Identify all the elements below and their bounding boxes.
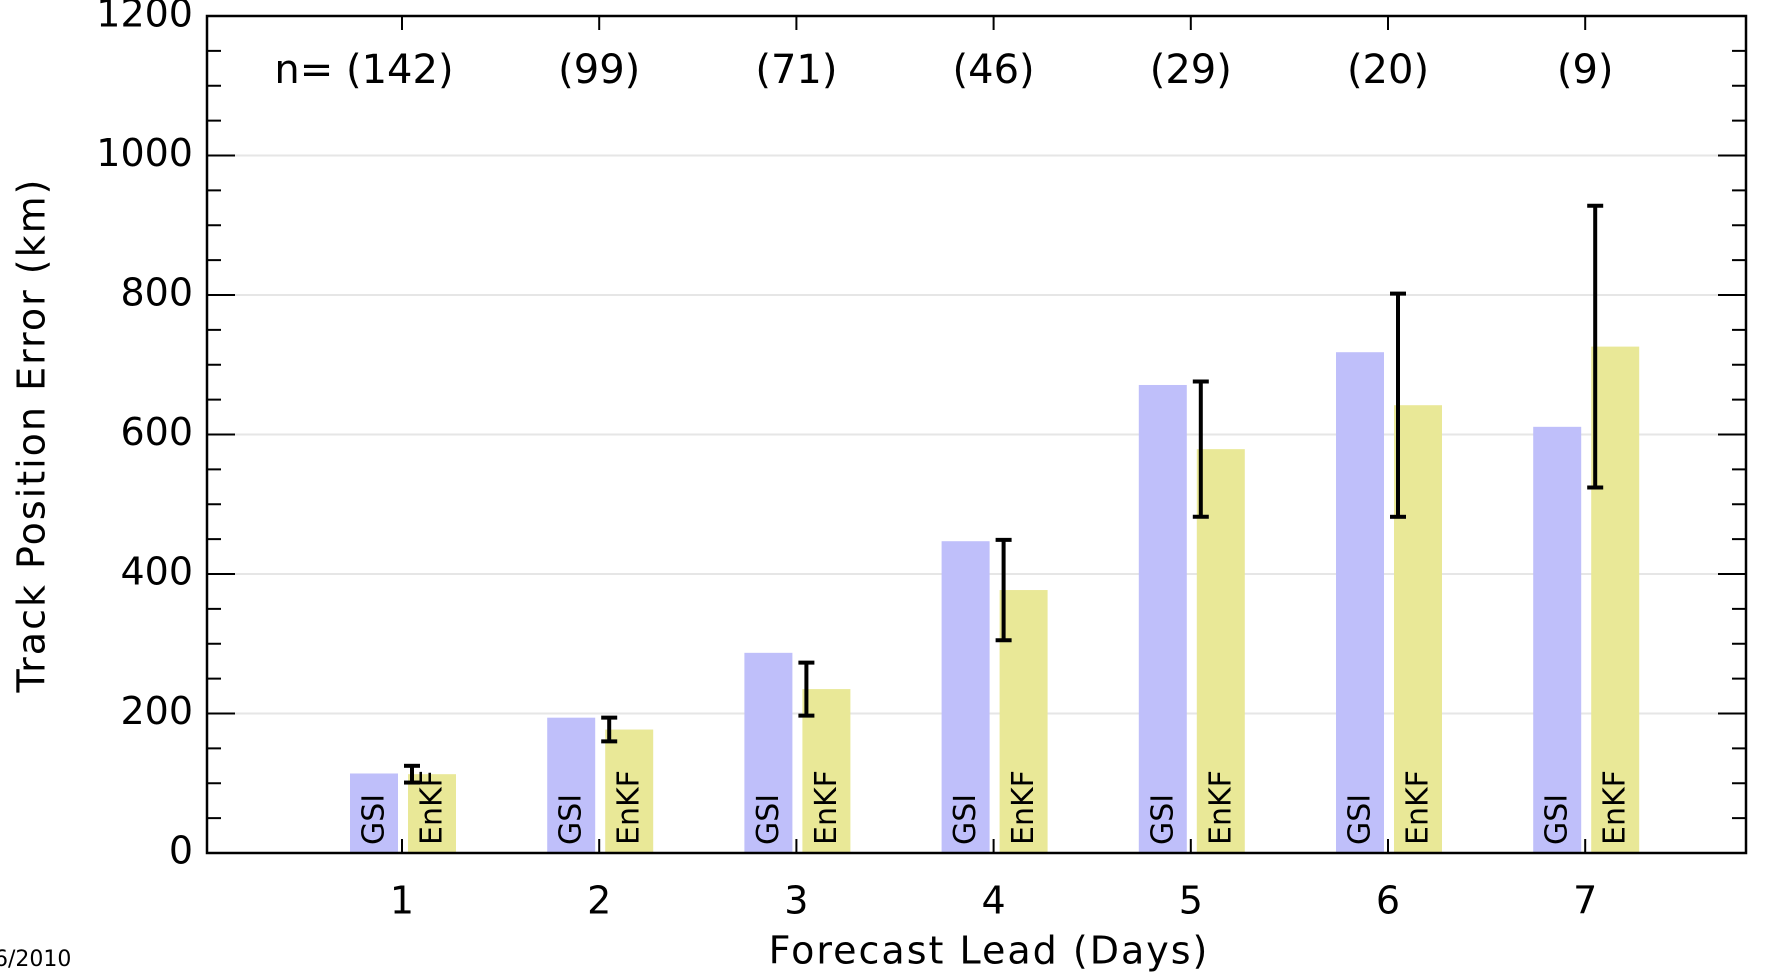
bar	[350, 773, 398, 853]
bar-label: GSI	[357, 794, 392, 845]
sample-size: (9)	[1557, 47, 1614, 93]
bar	[1394, 405, 1442, 853]
error-bar	[1390, 291, 1406, 519]
footer: 6/2010	[0, 947, 71, 972]
x-tick-label: 4	[982, 879, 1006, 923]
bar-label: EnKF	[612, 770, 647, 845]
sample-size: (29)	[1150, 47, 1232, 93]
sample-size: (20)	[1347, 47, 1429, 93]
x-tick-label: 1	[390, 879, 414, 923]
bar	[941, 541, 990, 853]
x-tick-label: 3	[784, 879, 808, 923]
bar-label: EnKF	[809, 770, 844, 845]
bar-label: GSI	[1145, 794, 1180, 845]
sample-size: (99)	[558, 47, 640, 93]
x-axis-title: Forecast Lead (Days)	[769, 929, 1210, 973]
plot-frame	[205, 14, 1748, 855]
x-tick-label: 2	[587, 879, 611, 923]
error-bar	[1192, 379, 1209, 519]
y-axis-title: Track Position Error (km)	[10, 178, 54, 694]
bar	[547, 717, 596, 853]
bar	[1138, 384, 1187, 853]
error-bar	[798, 660, 815, 718]
x-tick-label: 5	[1179, 879, 1203, 923]
y-tick-label: 600	[120, 410, 193, 454]
x-tick-label: 6	[1376, 879, 1400, 923]
bar-label: EnKF	[1598, 770, 1633, 845]
y-tick-label: 1000	[96, 131, 193, 175]
bar	[744, 652, 793, 853]
sample-size: n= (142)	[274, 47, 453, 93]
bar-label: GSI	[1343, 794, 1378, 845]
error-bar	[601, 715, 618, 744]
bar-label: GSI	[948, 794, 983, 845]
x-tick-label: 7	[1573, 879, 1597, 923]
bar-label: GSI	[554, 794, 589, 845]
bar	[1533, 426, 1582, 853]
bar-label: EnKF	[1203, 770, 1238, 845]
bar-label: EnKF	[1401, 770, 1436, 845]
error-bar	[1587, 203, 1604, 490]
bar-label: GSI	[751, 794, 786, 845]
bar	[1336, 352, 1384, 853]
bar-label: GSI	[1540, 794, 1575, 845]
y-tick-label: 400	[120, 550, 193, 594]
y-tick-label: 0	[169, 829, 193, 873]
bar	[605, 729, 654, 853]
bar	[999, 590, 1048, 853]
sample-size: (71)	[755, 47, 837, 93]
bar	[408, 774, 456, 853]
bar	[1591, 346, 1640, 853]
y-tick-label: 200	[120, 689, 193, 733]
error-bar	[995, 537, 1012, 643]
y-tick-label: 800	[120, 271, 193, 315]
bar-label: EnKF	[1006, 770, 1041, 845]
sample-size: (46)	[953, 47, 1035, 93]
y-tick-label: 1200	[96, 0, 193, 36]
error-bar	[404, 763, 420, 785]
bar-label: EnKF	[415, 770, 450, 845]
